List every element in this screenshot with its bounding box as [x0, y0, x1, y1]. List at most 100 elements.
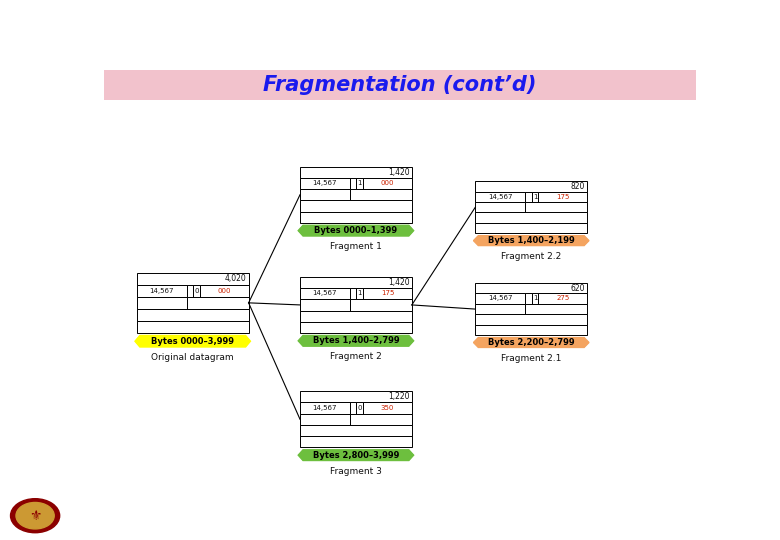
Bar: [349, 402, 356, 414]
Polygon shape: [298, 450, 413, 461]
Text: Fragment 2.2: Fragment 2.2: [501, 252, 562, 261]
Bar: [356, 402, 363, 414]
Bar: [475, 293, 525, 304]
Bar: [525, 192, 532, 202]
Bar: [356, 288, 363, 299]
Circle shape: [11, 499, 60, 532]
Text: 14,567: 14,567: [488, 194, 512, 200]
Text: 1: 1: [357, 180, 362, 186]
Bar: [300, 322, 412, 333]
Text: Fragment 2.1: Fragment 2.1: [501, 354, 562, 363]
Bar: [525, 202, 587, 212]
Text: 1: 1: [357, 291, 362, 296]
Bar: [300, 436, 412, 447]
Text: 1,420: 1,420: [388, 167, 410, 177]
Circle shape: [16, 502, 55, 529]
Bar: [475, 212, 587, 223]
Text: 0: 0: [357, 405, 362, 411]
Text: 1,420: 1,420: [388, 278, 410, 287]
Bar: [300, 414, 349, 425]
Bar: [363, 402, 412, 414]
Bar: [363, 178, 412, 189]
Text: Fragmentation (cont’d): Fragmentation (cont’d): [263, 75, 537, 94]
Bar: [349, 414, 412, 425]
Text: 0: 0: [194, 287, 199, 294]
Bar: [300, 200, 412, 212]
Text: 820: 820: [570, 182, 585, 191]
Bar: [356, 178, 363, 189]
Text: Bytes 2,200–2,799: Bytes 2,200–2,799: [488, 338, 575, 347]
Bar: [475, 304, 525, 314]
Text: 000: 000: [218, 287, 231, 294]
Text: 1: 1: [533, 194, 537, 200]
Text: 275: 275: [556, 295, 569, 301]
Polygon shape: [473, 235, 589, 246]
Text: 4,020: 4,020: [225, 274, 246, 283]
Text: 14,567: 14,567: [488, 295, 512, 301]
Bar: [538, 293, 587, 304]
Text: 175: 175: [556, 194, 569, 200]
Text: Original datagram: Original datagram: [151, 353, 234, 362]
Text: 175: 175: [381, 291, 394, 296]
Bar: [136, 309, 249, 321]
Bar: [104, 70, 696, 100]
Polygon shape: [473, 338, 589, 347]
Bar: [349, 178, 356, 189]
Bar: [300, 299, 349, 310]
Bar: [475, 181, 587, 192]
Bar: [475, 202, 525, 212]
Bar: [200, 285, 249, 297]
Text: 1,220: 1,220: [388, 392, 410, 401]
Text: 000: 000: [381, 180, 394, 186]
Bar: [475, 223, 587, 233]
Text: 350: 350: [381, 405, 394, 411]
Bar: [136, 285, 186, 297]
Bar: [136, 321, 249, 333]
Text: Bytes 0000–3,999: Bytes 0000–3,999: [151, 337, 234, 346]
Text: 14,567: 14,567: [313, 405, 337, 411]
Bar: [532, 293, 538, 304]
Bar: [475, 192, 525, 202]
Text: 620: 620: [570, 284, 585, 293]
Text: Fragment 3: Fragment 3: [330, 467, 382, 476]
Text: 14,567: 14,567: [150, 287, 174, 294]
Text: 14,567: 14,567: [313, 180, 337, 186]
Bar: [300, 167, 412, 178]
Bar: [525, 304, 587, 314]
Bar: [349, 299, 412, 310]
Polygon shape: [298, 225, 413, 236]
Bar: [186, 285, 193, 297]
Bar: [349, 189, 412, 200]
Bar: [193, 285, 200, 297]
Bar: [532, 192, 538, 202]
Bar: [300, 212, 412, 223]
Bar: [300, 391, 412, 402]
Bar: [525, 293, 532, 304]
Bar: [300, 288, 349, 299]
Text: ⚜: ⚜: [29, 509, 41, 523]
Text: Bytes 1,400–2,199: Bytes 1,400–2,199: [488, 236, 575, 245]
Bar: [300, 189, 349, 200]
Bar: [538, 192, 587, 202]
Polygon shape: [298, 335, 413, 346]
Bar: [136, 297, 186, 309]
Bar: [186, 297, 249, 309]
Text: Bytes 0000–1,399: Bytes 0000–1,399: [314, 226, 398, 235]
Bar: [300, 178, 349, 189]
Bar: [475, 314, 587, 325]
Text: 14,567: 14,567: [313, 291, 337, 296]
Text: Fragment 1: Fragment 1: [330, 242, 382, 251]
Bar: [300, 425, 412, 436]
Text: Bytes 2,800–3,999: Bytes 2,800–3,999: [313, 451, 399, 460]
Bar: [349, 288, 356, 299]
Polygon shape: [135, 335, 250, 347]
Bar: [363, 288, 412, 299]
Text: Bytes 1,400–2,799: Bytes 1,400–2,799: [313, 336, 399, 345]
Bar: [136, 273, 249, 285]
Bar: [300, 277, 412, 288]
Bar: [300, 402, 349, 414]
Bar: [475, 325, 587, 335]
Bar: [475, 283, 587, 294]
Text: Fragment 2: Fragment 2: [330, 353, 381, 361]
Text: 1: 1: [533, 295, 537, 301]
